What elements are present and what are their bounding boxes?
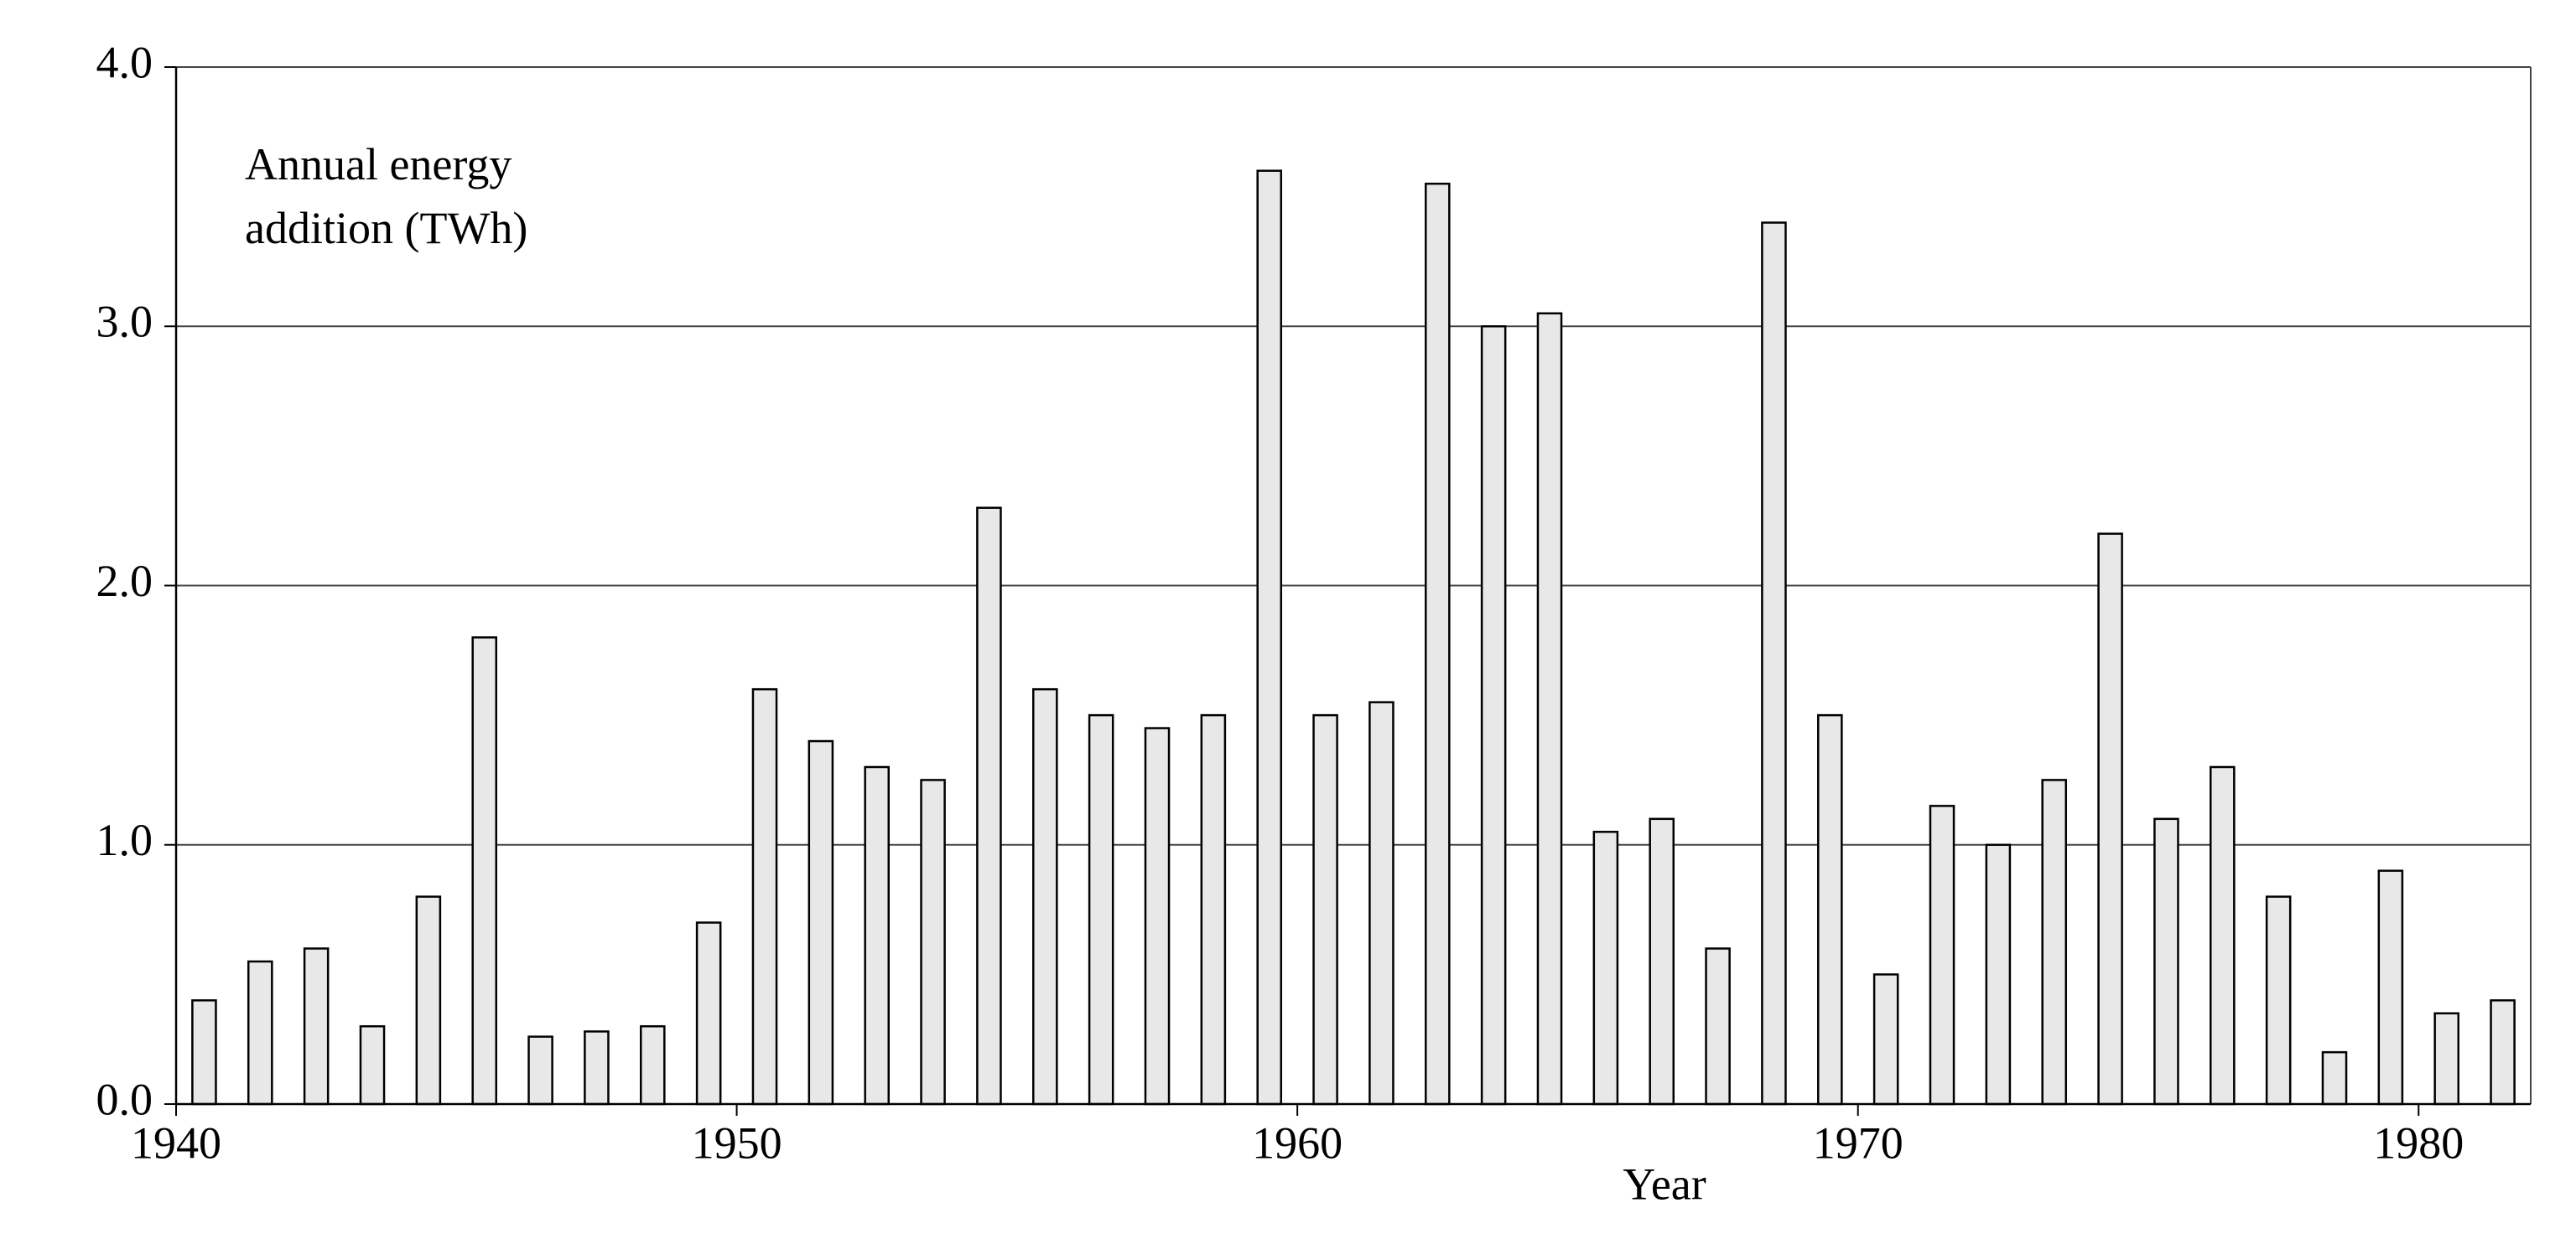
x-tick-label: 1960 xyxy=(1252,1117,1343,1168)
y-tick-label: 3.0 xyxy=(96,297,153,347)
bar xyxy=(808,739,834,1106)
bar xyxy=(1031,687,1058,1106)
bar xyxy=(303,947,330,1106)
bar xyxy=(976,506,1002,1106)
bar xyxy=(2433,1012,2460,1106)
bar xyxy=(247,960,273,1106)
bar xyxy=(1256,169,1283,1106)
bar xyxy=(527,1035,553,1106)
bar xyxy=(1480,325,1507,1106)
bar xyxy=(1424,182,1451,1106)
x-tick-label: 1980 xyxy=(2373,1117,2464,1168)
bar xyxy=(1985,843,2012,1106)
bar xyxy=(751,687,778,1106)
bar xyxy=(1368,701,1394,1106)
bar xyxy=(639,1024,666,1106)
bar xyxy=(1144,727,1171,1106)
bar xyxy=(471,636,498,1106)
annotation: Annual energy addition (TWh) xyxy=(245,139,528,253)
x-tick-label: 1940 xyxy=(131,1117,221,1168)
bar xyxy=(1816,713,1843,1106)
x-tick-label: 1950 xyxy=(692,1117,782,1168)
bar xyxy=(1592,831,1619,1106)
bar xyxy=(2153,817,2179,1106)
bar xyxy=(2041,779,2068,1106)
bar xyxy=(1312,713,1338,1106)
bar xyxy=(1200,713,1227,1106)
y-tick-label: 4.0 xyxy=(96,37,153,87)
x-tick-label: 1970 xyxy=(1813,1117,1903,1168)
bar xyxy=(1536,312,1563,1106)
bar xyxy=(2097,532,2123,1106)
bar xyxy=(359,1024,386,1106)
bar xyxy=(2490,999,2516,1106)
bar xyxy=(415,895,442,1106)
bar xyxy=(1649,817,1675,1106)
y-tick-label: 2.0 xyxy=(96,556,153,606)
bar xyxy=(191,999,217,1106)
bar xyxy=(1705,947,1731,1106)
y-tick-label: 1.0 xyxy=(96,815,153,865)
bar xyxy=(2265,895,2292,1106)
bar xyxy=(2377,869,2404,1106)
bar xyxy=(695,921,722,1106)
bar xyxy=(1761,221,1787,1106)
bar xyxy=(584,1030,610,1106)
x-axis-label: Year xyxy=(1623,1159,1706,1209)
bar xyxy=(2321,1050,2348,1106)
bar xyxy=(864,765,891,1106)
bar xyxy=(1929,805,1955,1106)
bar xyxy=(2209,765,2236,1106)
bar xyxy=(1872,973,1899,1106)
bar xyxy=(1088,713,1114,1106)
y-tick-label: 0.0 xyxy=(96,1074,153,1124)
bar xyxy=(920,779,946,1106)
